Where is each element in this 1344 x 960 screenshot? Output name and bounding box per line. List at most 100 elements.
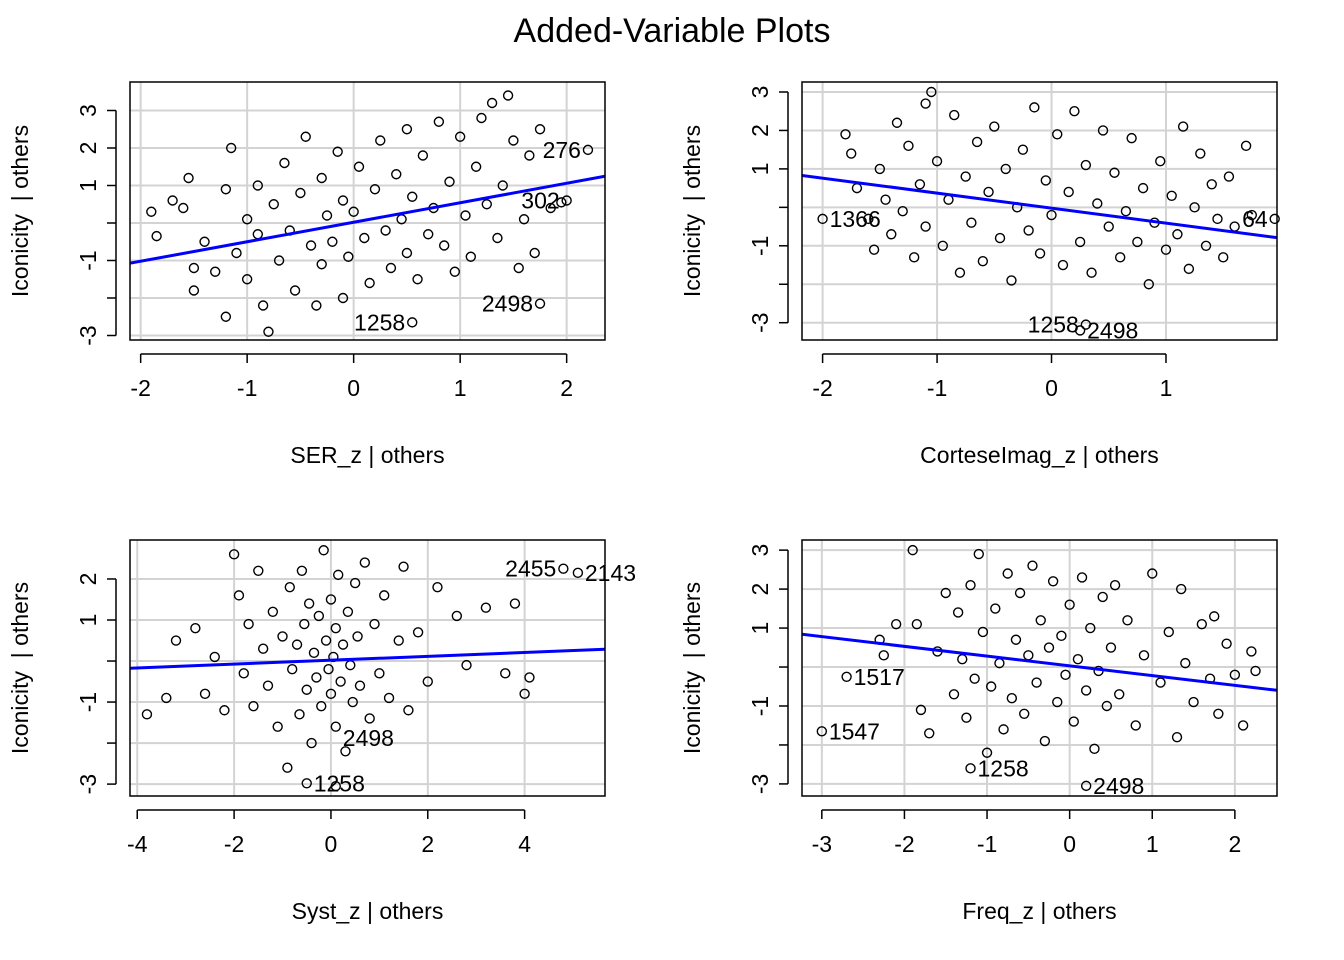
data-point xyxy=(268,199,279,210)
data-point xyxy=(977,255,989,267)
data-point xyxy=(1240,140,1252,152)
data-point xyxy=(248,700,259,712)
data-point xyxy=(1034,248,1046,259)
data-point xyxy=(141,709,153,720)
point-label: 2498 xyxy=(1093,773,1144,799)
data-point xyxy=(983,186,994,198)
plot-area xyxy=(130,90,605,337)
data-point xyxy=(840,129,851,140)
data-point xyxy=(926,86,937,98)
data-point xyxy=(340,746,351,757)
data-point xyxy=(451,610,463,622)
figure-title: Added-Variable Plots xyxy=(514,12,831,50)
labeled-point xyxy=(816,726,828,737)
point-label: 2498 xyxy=(343,725,394,751)
data-point xyxy=(332,146,343,157)
data-point xyxy=(1069,106,1080,117)
data-point xyxy=(1126,132,1137,144)
data-point xyxy=(1040,175,1051,186)
data-point xyxy=(476,112,487,124)
data-point xyxy=(299,618,310,630)
data-point xyxy=(1188,696,1199,708)
data-point xyxy=(209,651,220,663)
data-point xyxy=(454,131,466,142)
data-point xyxy=(289,285,301,296)
data-point xyxy=(1246,209,1258,221)
data-point xyxy=(851,182,863,194)
x-tick-label: -2 xyxy=(130,375,150,401)
data-point xyxy=(323,664,334,675)
data-point xyxy=(1089,743,1100,755)
data-point xyxy=(1010,634,1022,645)
data-point xyxy=(1229,221,1240,232)
point-label: 1517 xyxy=(854,664,905,690)
data-point xyxy=(497,180,508,191)
data-point xyxy=(1223,171,1235,182)
data-point xyxy=(380,225,391,236)
data-point xyxy=(846,148,857,159)
data-point xyxy=(444,176,455,187)
x-tick-label: 1 xyxy=(454,375,467,401)
data-point xyxy=(1246,646,1257,657)
data-point xyxy=(1109,579,1121,591)
data-point xyxy=(241,214,253,225)
point-label: 1258 xyxy=(1028,312,1079,338)
data-point xyxy=(279,157,290,169)
y-tick-label: -1 xyxy=(747,696,773,716)
data-point xyxy=(225,142,237,154)
data-point xyxy=(914,179,926,190)
data-point xyxy=(1068,716,1079,727)
data-point xyxy=(948,689,960,700)
data-point xyxy=(417,150,429,161)
data-point xyxy=(1200,240,1212,251)
data-point xyxy=(1180,657,1191,669)
data-point xyxy=(407,191,418,202)
data-point xyxy=(327,236,338,247)
data-point xyxy=(492,232,503,244)
data-point xyxy=(272,721,283,732)
point-label: 1547 xyxy=(829,718,880,744)
data-point xyxy=(393,635,404,646)
data-point xyxy=(243,618,254,630)
data-point xyxy=(954,267,966,278)
data-point xyxy=(190,623,201,634)
data-point xyxy=(296,565,308,576)
y-tick-label: -3 xyxy=(747,312,773,332)
x-axis-title: CorteseImag_z | others xyxy=(920,442,1159,468)
data-point xyxy=(465,251,477,262)
data-point xyxy=(1195,148,1206,159)
y-axis-title: Iconicity | others xyxy=(7,582,33,754)
data-point xyxy=(880,194,891,205)
data-point xyxy=(369,618,380,630)
data-point xyxy=(1209,611,1220,622)
data-point xyxy=(1000,163,1011,175)
data-point xyxy=(1052,696,1063,708)
data-point xyxy=(1014,587,1026,599)
data-point xyxy=(199,236,210,247)
labeled-point xyxy=(582,144,594,156)
data-point xyxy=(267,606,279,617)
regression-line xyxy=(802,632,1277,692)
data-point xyxy=(352,631,363,642)
data-point xyxy=(460,210,471,221)
x-tick-label: 2 xyxy=(1228,831,1241,857)
data-point xyxy=(273,255,285,266)
y-tick-label: 2 xyxy=(75,142,101,155)
data-point xyxy=(294,709,305,720)
data-point xyxy=(403,705,414,716)
x-tick-label: -2 xyxy=(224,831,244,857)
data-point xyxy=(990,603,1001,614)
data-point xyxy=(908,252,920,263)
data-point xyxy=(1163,626,1174,638)
x-tick-label: -2 xyxy=(894,831,914,857)
data-point xyxy=(1047,576,1059,587)
data-point xyxy=(1155,677,1166,688)
point-label: 2455 xyxy=(505,556,556,582)
x-tick-label: 0 xyxy=(347,375,360,401)
data-point xyxy=(238,668,249,679)
plot-area xyxy=(130,545,605,773)
data-point xyxy=(333,569,344,581)
panel-4: 1517 1547 1258 2498 -3 -2 -1 0 1 2 -3 -1 1 2 3 Freq_z |… xyxy=(679,539,1278,924)
data-point xyxy=(886,229,897,240)
data-point xyxy=(161,692,172,704)
